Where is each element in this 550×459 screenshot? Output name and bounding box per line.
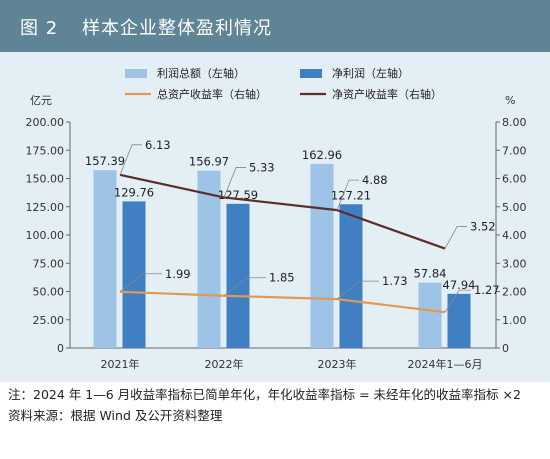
- callout-leader: [223, 167, 246, 198]
- legend-label: 总资产收益率（右轴）: [157, 87, 267, 101]
- bar: [226, 203, 250, 348]
- bar: [418, 282, 442, 348]
- bar-value-label: 57.84: [414, 267, 447, 281]
- category-label: 2024年1—6月: [408, 357, 483, 371]
- legend-swatch: [300, 69, 322, 78]
- bar: [447, 293, 471, 348]
- line-value-label: 4.88: [362, 173, 388, 187]
- right-axis-tick-label: 0: [502, 342, 509, 355]
- right-axis-tick-label: 3.00: [502, 257, 527, 270]
- line-value-label: 1.85: [269, 271, 295, 285]
- chart-notes: 注：2024 年 1—6 月收益率指标已简单年化，年化收益率指标 = 未经年化的…: [8, 384, 544, 426]
- legend-label: 净利润（左轴）: [332, 66, 409, 80]
- bar-value-label: 47.94: [443, 278, 476, 292]
- right-axis-tick-label: 6.00: [502, 173, 527, 186]
- series-line: [119, 290, 446, 314]
- left-axis-tick-label: 200.00: [26, 116, 65, 129]
- right-axis-tick-label: 8.00: [502, 116, 527, 129]
- right-axis-tick-label: 1.00: [502, 314, 527, 327]
- right-axis-unit: %: [505, 94, 515, 107]
- right-axis-tick-label: 7.00: [502, 144, 527, 157]
- bar: [339, 204, 363, 348]
- category-label: 2021年: [101, 357, 140, 371]
- figure-number: 图 2: [20, 18, 59, 39]
- note-text: 注：2024 年 1—6 月收益率指标已简单年化，年化收益率指标 = 未经年化的…: [8, 387, 521, 402]
- callout-leader: [119, 144, 142, 175]
- bar-value-label: 129.76: [114, 185, 154, 199]
- left-axis-tick-label: 25.00: [33, 314, 65, 327]
- category-label: 2022年: [205, 357, 244, 371]
- legend-swatch: [125, 69, 147, 78]
- bar-value-label: 127.21: [331, 188, 371, 202]
- callout-leader: [336, 179, 359, 211]
- line-value-label: 1.73: [382, 274, 408, 288]
- chart-panel: 0 25.00 50.00 75.00 100.00 125.00 150.00 175.00…: [0, 52, 550, 382]
- category-label: 2023年: [318, 357, 357, 371]
- right-axis-tick-label: 4.00: [502, 229, 527, 242]
- legend-label: 利润总额（左轴）: [157, 66, 245, 80]
- line-value-label: 1.27: [474, 283, 500, 297]
- left-axis-tick-label: 100.00: [26, 229, 65, 242]
- callout-leader: [444, 226, 467, 249]
- left-axis-tick-label: 0: [57, 342, 64, 355]
- series-line: [119, 173, 446, 250]
- left-axis-tick-label: 150.00: [26, 173, 65, 186]
- left-axis-unit: 亿元: [30, 94, 52, 107]
- callout-leader: [223, 277, 266, 297]
- bar-value-label: 156.97: [189, 155, 229, 169]
- callout-leader: [119, 273, 162, 293]
- callout-leader: [336, 280, 379, 300]
- left-axis-tick-label: 75.00: [33, 257, 65, 270]
- figure-title: 样本企业整体盈利情况: [82, 18, 272, 39]
- right-axis-tick-label: 2.00: [502, 286, 527, 299]
- profit-chart: 0 25.00 50.00 75.00 100.00 125.00 150.00 175.00…: [26, 66, 527, 371]
- line-value-label: 3.52: [470, 220, 496, 234]
- figure-title-bar: 图 2 样本企业整体盈利情况: [0, 0, 550, 52]
- bar: [197, 170, 221, 348]
- source-text: 资料来源：根据 Wind 及公开资料整理: [8, 408, 223, 423]
- line-value-label: 1.99: [165, 267, 191, 281]
- bar: [122, 201, 146, 348]
- left-axis-tick-label: 50.00: [33, 286, 65, 299]
- legend-label: 净资产收益率（右轴）: [332, 87, 442, 101]
- bar: [93, 170, 117, 348]
- bar-value-label: 162.96: [302, 148, 342, 162]
- left-axis-tick-label: 125.00: [26, 201, 65, 214]
- left-axis-tick-label: 175.00: [26, 144, 65, 157]
- callout-leader: [444, 289, 471, 313]
- bar-value-label: 157.39: [85, 154, 125, 168]
- right-axis-tick-label: 5.00: [502, 201, 527, 214]
- line-value-label: 6.13: [145, 138, 171, 152]
- line-value-label: 5.33: [249, 160, 275, 174]
